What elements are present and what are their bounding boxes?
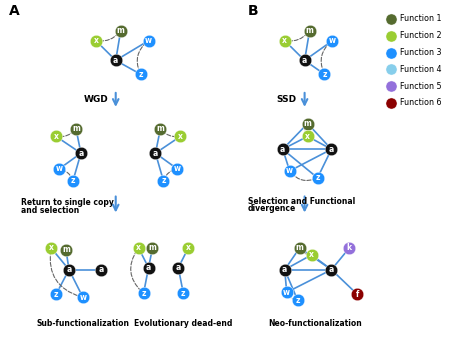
Text: Function 5: Function 5 [400, 81, 442, 91]
Text: x: x [186, 244, 191, 252]
Text: z: z [54, 290, 58, 299]
Text: z: z [141, 289, 146, 298]
Text: a: a [66, 265, 72, 274]
Text: SSD: SSD [277, 95, 297, 104]
Text: a: a [329, 145, 334, 154]
Text: m: m [117, 26, 125, 35]
Text: a: a [176, 263, 181, 272]
Text: m: m [304, 119, 311, 128]
FancyArrowPatch shape [131, 250, 142, 291]
FancyArrowPatch shape [62, 170, 72, 178]
Text: z: z [181, 289, 185, 298]
Text: x: x [49, 244, 54, 252]
Text: a: a [282, 265, 287, 274]
FancyArrowPatch shape [162, 131, 178, 137]
Text: Selection and Functional: Selection and Functional [248, 197, 355, 206]
Text: x: x [178, 132, 183, 141]
Text: a: a [78, 149, 83, 158]
Text: Return to single copy: Return to single copy [21, 199, 114, 207]
Text: a: a [146, 263, 151, 272]
Text: w: w [145, 36, 152, 45]
Text: m: m [296, 244, 303, 252]
Text: Evolutionary dead-end: Evolutionary dead-end [134, 319, 232, 328]
Text: x: x [93, 36, 98, 45]
Text: m: m [156, 124, 164, 133]
Text: w: w [55, 165, 63, 173]
Text: a: a [302, 56, 307, 65]
Text: k: k [347, 244, 352, 252]
Text: Neo-functionalization: Neo-functionalization [268, 319, 362, 328]
FancyArrowPatch shape [99, 33, 119, 41]
Text: z: z [322, 70, 327, 79]
Text: Function 6: Function 6 [400, 98, 442, 107]
Text: x: x [305, 132, 310, 141]
Text: a: a [98, 265, 103, 274]
Text: w: w [283, 288, 290, 297]
Text: m: m [62, 245, 70, 254]
Text: f: f [356, 290, 359, 299]
Text: z: z [71, 176, 75, 185]
Text: z: z [295, 296, 300, 305]
Text: divergence: divergence [248, 204, 296, 213]
FancyArrowPatch shape [321, 42, 330, 72]
FancyArrowPatch shape [301, 250, 309, 255]
Text: and selection: and selection [21, 206, 80, 216]
Text: Function 3: Function 3 [400, 48, 442, 57]
FancyArrowPatch shape [288, 295, 295, 300]
Text: m: m [148, 244, 156, 252]
Text: Function 2: Function 2 [400, 31, 442, 40]
Text: z: z [161, 176, 166, 185]
Text: x: x [54, 132, 58, 141]
Text: a: a [113, 56, 118, 65]
Text: a: a [329, 265, 334, 274]
Text: w: w [174, 165, 181, 173]
Text: A: A [9, 4, 20, 18]
Text: Sub-functionalization: Sub-functionalization [36, 319, 129, 328]
Text: z: z [138, 70, 143, 79]
Text: z: z [315, 173, 320, 183]
FancyArrowPatch shape [50, 251, 80, 297]
Text: Function 1: Function 1 [400, 14, 442, 24]
FancyArrowPatch shape [59, 131, 74, 137]
Text: m: m [306, 26, 313, 35]
Text: w: w [286, 166, 293, 176]
Text: a: a [280, 145, 285, 154]
Text: x: x [309, 250, 314, 259]
FancyArrowPatch shape [292, 173, 315, 180]
Text: B: B [248, 4, 258, 18]
Text: m: m [72, 124, 80, 133]
Text: WGD: WGD [83, 95, 108, 104]
Text: x: x [283, 36, 287, 45]
Text: a: a [153, 149, 158, 158]
Text: x: x [136, 244, 141, 252]
FancyArrowPatch shape [137, 42, 146, 72]
Text: Function 4: Function 4 [400, 65, 442, 74]
Text: w: w [80, 293, 86, 302]
FancyArrowPatch shape [305, 126, 306, 134]
FancyArrowPatch shape [287, 33, 308, 41]
FancyArrowPatch shape [164, 170, 174, 178]
Text: w: w [329, 36, 336, 45]
